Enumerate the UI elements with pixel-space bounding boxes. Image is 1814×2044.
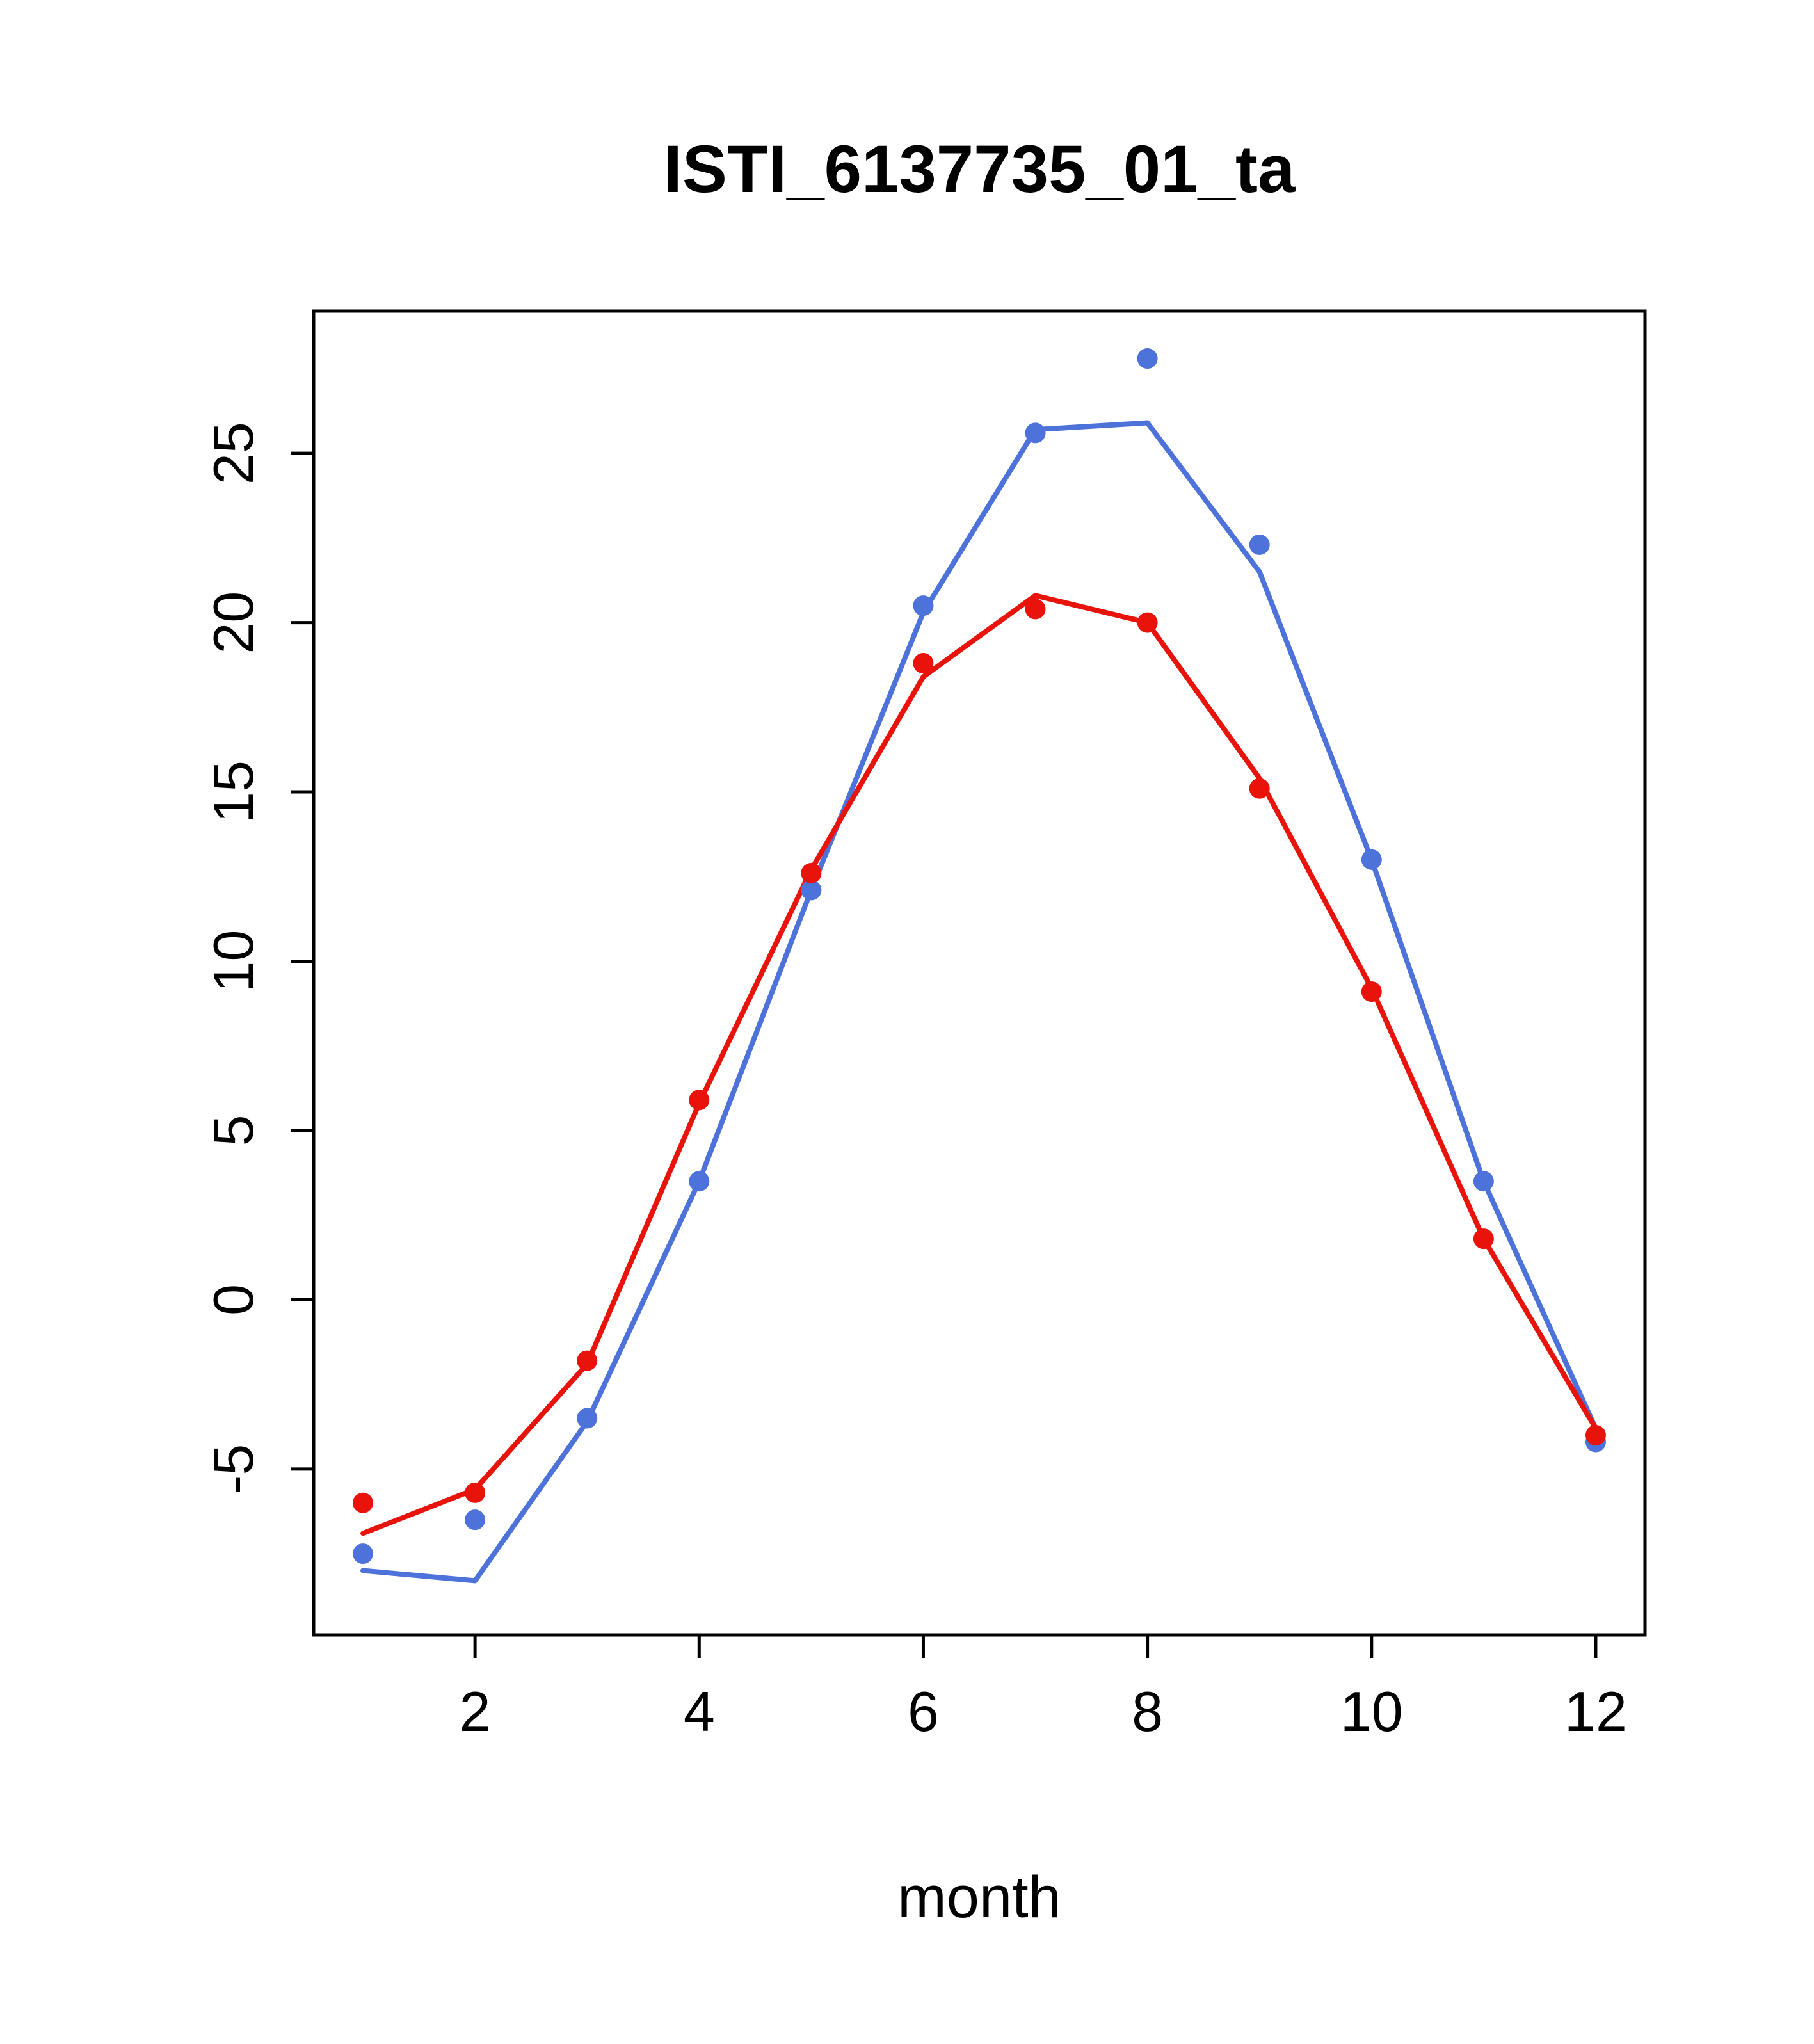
blue-series-point [577, 1408, 598, 1429]
blue-series-point [1249, 534, 1270, 555]
red-series-point [1361, 981, 1382, 1002]
blue-series-point [1473, 1171, 1494, 1192]
red-series-point [1137, 612, 1158, 633]
y-tick-label: 20 [202, 591, 265, 654]
red-series-point [1249, 778, 1270, 799]
x-tick-label: 10 [1340, 1680, 1403, 1743]
red-series-point [1473, 1228, 1494, 1250]
blue-series-point [913, 595, 934, 616]
red-series-point [801, 862, 822, 883]
blue-series-point [801, 880, 822, 901]
x-axis-label: month [897, 1865, 1061, 1930]
x-tick-label: 12 [1564, 1680, 1627, 1743]
y-tick-label: -5 [202, 1444, 265, 1494]
red-series-point [1025, 599, 1046, 620]
red-series-point [465, 1482, 486, 1503]
blue-series-point [465, 1509, 486, 1531]
y-tick-label: 25 [202, 422, 265, 485]
chart-title: ISTI_6137735_01_ta [664, 132, 1296, 207]
blue-series-point [1137, 348, 1158, 369]
blue-series-line [360, 420, 1598, 1584]
red-series-point [689, 1090, 710, 1111]
x-tick-label: 8 [1132, 1680, 1163, 1743]
y-tick-label: 15 [202, 760, 265, 823]
red-series-point [1585, 1424, 1606, 1445]
y-tick-label: 0 [202, 1284, 265, 1316]
plot-area: 2 4 6 8 10 12 -5 0 5 10 15 20 25 [202, 309, 1647, 1743]
y-tick-label: 5 [202, 1115, 265, 1146]
x-tick-label: 2 [460, 1680, 491, 1743]
blue-series-point [1025, 422, 1046, 444]
x-tick-label: 6 [908, 1680, 939, 1743]
plot-border [312, 309, 1647, 1637]
red-series-point [577, 1350, 598, 1371]
red-series-point [913, 653, 934, 674]
red-series-point [353, 1492, 374, 1513]
blue-series-point [1361, 849, 1382, 870]
y-tick-label: 10 [202, 930, 265, 993]
red-series-line [360, 593, 1598, 1536]
blue-series-point [689, 1171, 710, 1192]
blue-series-point [353, 1543, 374, 1565]
x-tick-label: 4 [684, 1680, 715, 1743]
